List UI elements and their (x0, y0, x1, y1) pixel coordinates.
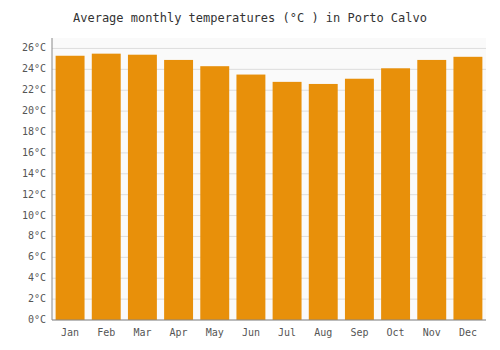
x-tick-label: Nov (423, 327, 441, 338)
bar (56, 56, 85, 320)
bar (453, 57, 482, 320)
bar (200, 66, 229, 320)
bar (236, 75, 265, 320)
x-tick-label: Dec (459, 327, 477, 338)
y-tick-label: 2°C (28, 293, 46, 304)
y-tick-label: 0°C (28, 314, 46, 325)
y-tick-label: 10°C (22, 210, 46, 221)
x-tick-label: Feb (97, 327, 115, 338)
y-tick-label: 8°C (28, 230, 46, 241)
y-tick-label: 20°C (22, 105, 46, 116)
x-tick-label: Jan (61, 327, 79, 338)
bar (309, 84, 338, 320)
x-tick-label: Apr (170, 327, 188, 338)
y-tick-label: 22°C (22, 84, 46, 95)
x-tick-label: Jul (278, 327, 296, 338)
title: Average monthly temperatures (°C ) in Po… (73, 11, 427, 25)
bars (56, 54, 483, 320)
y-tick-label: 14°C (22, 168, 46, 179)
y-tick-label: 26°C (22, 42, 46, 53)
x-tick-label: May (206, 327, 224, 338)
chart: 0°C 2°C 4°C 6°C 8°C 10°C 12°C 14°C 16°C 18°C 20°C 2… (0, 0, 500, 350)
x-tick-label: Aug (314, 327, 332, 338)
y-tick-label: 24°C (22, 63, 46, 74)
x-tick-label: Sep (350, 327, 368, 338)
grid-line (52, 48, 486, 49)
y-axis-line (52, 38, 53, 320)
grid-line (52, 320, 486, 321)
bar (164, 60, 193, 320)
x-axis-line (52, 320, 486, 321)
bar (345, 79, 374, 320)
bar (417, 60, 446, 320)
x-tick-label: Jun (242, 327, 260, 338)
x-tick-label: Mar (133, 327, 151, 338)
x-tick-label: Oct (387, 327, 405, 338)
bar (273, 82, 302, 320)
y-tick-label: 12°C (22, 189, 46, 200)
y-tick-label: 16°C (22, 147, 46, 158)
bar (92, 54, 121, 320)
bar (381, 68, 410, 320)
y-tick-label: 18°C (22, 126, 46, 137)
bar (128, 55, 157, 320)
plot-area (52, 38, 486, 320)
y-tick-label: 4°C (28, 272, 46, 283)
y-tick-label: 6°C (28, 251, 46, 262)
